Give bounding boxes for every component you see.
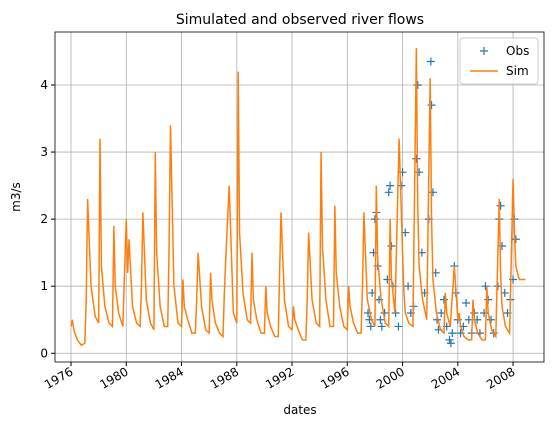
x-tick-label: 2004 xyxy=(429,364,462,391)
y-axis-label: m3/s xyxy=(9,182,23,212)
legend-box xyxy=(459,37,539,85)
obs-marker xyxy=(511,235,520,244)
obs-marker xyxy=(415,168,424,177)
obs-marker xyxy=(384,188,393,197)
x-tick-label: 1980 xyxy=(97,364,130,391)
obs-marker xyxy=(412,154,421,163)
obs-marker xyxy=(366,322,375,331)
sim-line xyxy=(70,48,526,347)
obs-marker xyxy=(464,315,473,324)
obs-marker xyxy=(496,201,505,210)
obs-marker xyxy=(386,181,395,190)
x-tick-label: 1996 xyxy=(318,364,351,391)
obs-marker xyxy=(394,322,403,331)
obs-marker xyxy=(445,335,454,344)
obs-marker xyxy=(437,309,446,318)
obs-marker xyxy=(376,315,385,324)
legend-label: Obs xyxy=(506,44,529,58)
x-tick-label: 2008 xyxy=(484,364,517,391)
obs-marker xyxy=(462,298,471,307)
chart-title: Simulated and observed river flows xyxy=(176,12,424,28)
y-tick-label: 1 xyxy=(40,279,48,293)
obs-marker xyxy=(377,322,386,331)
obs-marker xyxy=(498,241,507,250)
obs-marker xyxy=(486,315,495,324)
x-tick-label: 2000 xyxy=(374,364,407,391)
obs-marker xyxy=(428,188,437,197)
x-axis-label: dates xyxy=(283,403,316,417)
y-tick-label: 3 xyxy=(40,145,48,159)
obs-marker xyxy=(383,275,392,284)
obs-marker xyxy=(439,295,448,304)
obs-marker xyxy=(446,339,455,348)
legend: Obs Sim xyxy=(459,37,539,85)
legend-marker xyxy=(480,47,488,55)
x-tick-label: 1976 xyxy=(42,364,75,391)
x-tick-label: 1992 xyxy=(263,364,296,391)
plot-frame xyxy=(54,31,545,363)
y-tick-label: 4 xyxy=(40,78,48,92)
obs-marker xyxy=(413,80,422,89)
y-tick-label: 2 xyxy=(40,212,48,226)
x-tick-label: 1988 xyxy=(208,364,241,391)
obs-marker xyxy=(448,329,457,338)
obs-marker xyxy=(481,282,490,291)
obs-marker xyxy=(404,282,413,291)
y-tick-label: 0 xyxy=(40,346,48,360)
obs-marker xyxy=(427,101,436,110)
obs-marker xyxy=(426,57,435,66)
legend-label: Sim xyxy=(506,64,529,78)
x-tick-label: 1984 xyxy=(153,364,186,391)
